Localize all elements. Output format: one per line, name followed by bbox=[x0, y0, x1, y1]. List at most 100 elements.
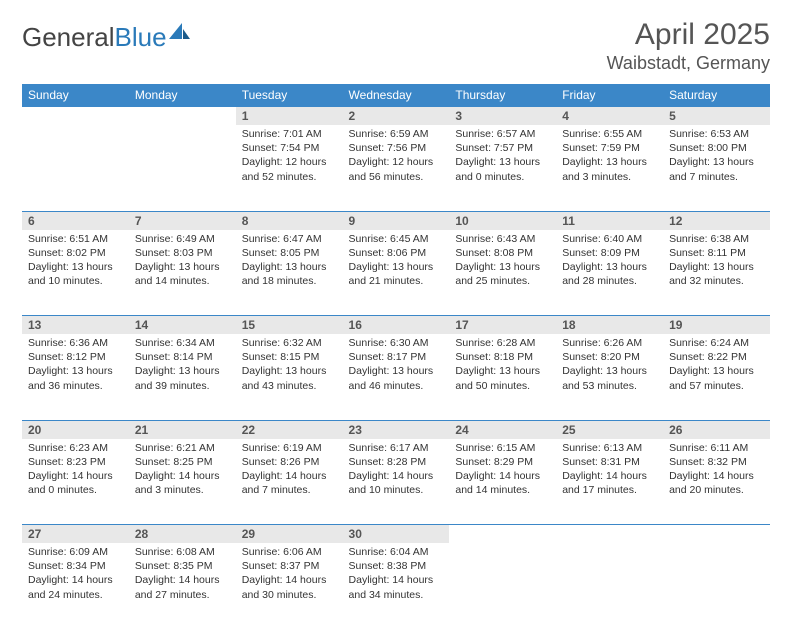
sunrise-text: Sunrise: 6:36 AM bbox=[28, 336, 123, 350]
day-number-cell: 28 bbox=[129, 525, 236, 544]
day-number-cell: 1 bbox=[236, 107, 343, 126]
day-content-cell: Sunrise: 6:32 AMSunset: 8:15 PMDaylight:… bbox=[236, 334, 343, 420]
sunrise-text: Sunrise: 6:06 AM bbox=[242, 545, 337, 559]
day-number-cell: 19 bbox=[663, 316, 770, 335]
weekday-header: Sunday bbox=[22, 84, 129, 107]
daylight-text: Daylight: 13 hours and 25 minutes. bbox=[455, 260, 550, 288]
daylight-text: Daylight: 14 hours and 17 minutes. bbox=[562, 469, 657, 497]
day-content-cell: Sunrise: 6:09 AMSunset: 8:34 PMDaylight:… bbox=[22, 543, 129, 629]
day-content-row: Sunrise: 6:36 AMSunset: 8:12 PMDaylight:… bbox=[22, 334, 770, 420]
day-content-row: Sunrise: 7:01 AMSunset: 7:54 PMDaylight:… bbox=[22, 125, 770, 211]
day-number: 8 bbox=[242, 214, 249, 228]
daylight-text: Daylight: 13 hours and 10 minutes. bbox=[28, 260, 123, 288]
daylight-text: Daylight: 13 hours and 46 minutes. bbox=[349, 364, 444, 392]
day-number: 24 bbox=[455, 423, 468, 437]
sunrise-text: Sunrise: 6:17 AM bbox=[349, 441, 444, 455]
title-block: April 2025 Waibstadt, Germany bbox=[607, 18, 770, 74]
day-number: 29 bbox=[242, 527, 255, 541]
sunset-text: Sunset: 8:15 PM bbox=[242, 350, 337, 364]
day-number-cell: 21 bbox=[129, 420, 236, 439]
daylight-text: Daylight: 14 hours and 0 minutes. bbox=[28, 469, 123, 497]
day-content-cell: Sunrise: 6:51 AMSunset: 8:02 PMDaylight:… bbox=[22, 230, 129, 316]
day-number-cell: 13 bbox=[22, 316, 129, 335]
daylight-text: Daylight: 13 hours and 21 minutes. bbox=[349, 260, 444, 288]
day-content-cell: Sunrise: 6:55 AMSunset: 7:59 PMDaylight:… bbox=[556, 125, 663, 211]
sunset-text: Sunset: 8:20 PM bbox=[562, 350, 657, 364]
day-number-cell bbox=[449, 525, 556, 544]
sunset-text: Sunset: 8:05 PM bbox=[242, 246, 337, 260]
day-number-cell bbox=[129, 107, 236, 126]
day-number-cell bbox=[663, 525, 770, 544]
day-number: 19 bbox=[669, 318, 682, 332]
sunrise-text: Sunrise: 6:23 AM bbox=[28, 441, 123, 455]
day-number: 20 bbox=[28, 423, 41, 437]
day-number-cell: 11 bbox=[556, 211, 663, 230]
day-number: 7 bbox=[135, 214, 142, 228]
calendar-body: 12345Sunrise: 7:01 AMSunset: 7:54 PMDayl… bbox=[22, 107, 770, 629]
day-content-cell: Sunrise: 6:59 AMSunset: 7:56 PMDaylight:… bbox=[343, 125, 450, 211]
daylight-text: Daylight: 14 hours and 27 minutes. bbox=[135, 573, 230, 601]
sunrise-text: Sunrise: 6:26 AM bbox=[562, 336, 657, 350]
day-number-cell: 29 bbox=[236, 525, 343, 544]
day-number: 26 bbox=[669, 423, 682, 437]
day-content-cell: Sunrise: 6:04 AMSunset: 8:38 PMDaylight:… bbox=[343, 543, 450, 629]
day-number-cell: 6 bbox=[22, 211, 129, 230]
day-number: 11 bbox=[562, 214, 575, 228]
sunrise-text: Sunrise: 6:13 AM bbox=[562, 441, 657, 455]
day-content-cell: Sunrise: 6:53 AMSunset: 8:00 PMDaylight:… bbox=[663, 125, 770, 211]
sunrise-text: Sunrise: 6:28 AM bbox=[455, 336, 550, 350]
day-number-cell: 24 bbox=[449, 420, 556, 439]
day-number-cell: 27 bbox=[22, 525, 129, 544]
day-number: 6 bbox=[28, 214, 35, 228]
sunrise-text: Sunrise: 6:04 AM bbox=[349, 545, 444, 559]
day-number-cell: 14 bbox=[129, 316, 236, 335]
logo-sail-icon bbox=[169, 16, 191, 47]
day-content-cell bbox=[663, 543, 770, 629]
sunset-text: Sunset: 8:18 PM bbox=[455, 350, 550, 364]
daylight-text: Daylight: 12 hours and 52 minutes. bbox=[242, 155, 337, 183]
weekday-header-row: Sunday Monday Tuesday Wednesday Thursday… bbox=[22, 84, 770, 107]
sunrise-text: Sunrise: 6:15 AM bbox=[455, 441, 550, 455]
day-number-cell: 4 bbox=[556, 107, 663, 126]
day-number: 25 bbox=[562, 423, 575, 437]
day-content-cell: Sunrise: 6:15 AMSunset: 8:29 PMDaylight:… bbox=[449, 439, 556, 525]
day-number: 16 bbox=[349, 318, 362, 332]
weekday-header: Thursday bbox=[449, 84, 556, 107]
day-number: 9 bbox=[349, 214, 356, 228]
day-number: 30 bbox=[349, 527, 362, 541]
day-number-cell: 16 bbox=[343, 316, 450, 335]
day-content-cell bbox=[556, 543, 663, 629]
day-content-cell: Sunrise: 6:34 AMSunset: 8:14 PMDaylight:… bbox=[129, 334, 236, 420]
sunset-text: Sunset: 7:57 PM bbox=[455, 141, 550, 155]
daylight-text: Daylight: 13 hours and 3 minutes. bbox=[562, 155, 657, 183]
sunrise-text: Sunrise: 6:19 AM bbox=[242, 441, 337, 455]
sunrise-text: Sunrise: 6:40 AM bbox=[562, 232, 657, 246]
day-content-cell: Sunrise: 6:28 AMSunset: 8:18 PMDaylight:… bbox=[449, 334, 556, 420]
daylight-text: Daylight: 13 hours and 43 minutes. bbox=[242, 364, 337, 392]
day-number-cell: 18 bbox=[556, 316, 663, 335]
day-number-cell bbox=[556, 525, 663, 544]
daylight-text: Daylight: 13 hours and 0 minutes. bbox=[455, 155, 550, 183]
day-content-cell: Sunrise: 6:06 AMSunset: 8:37 PMDaylight:… bbox=[236, 543, 343, 629]
day-content-row: Sunrise: 6:09 AMSunset: 8:34 PMDaylight:… bbox=[22, 543, 770, 629]
sunset-text: Sunset: 8:29 PM bbox=[455, 455, 550, 469]
day-number-cell: 15 bbox=[236, 316, 343, 335]
day-number-row: 20212223242526 bbox=[22, 420, 770, 439]
sunrise-text: Sunrise: 6:57 AM bbox=[455, 127, 550, 141]
sunrise-text: Sunrise: 6:55 AM bbox=[562, 127, 657, 141]
day-number: 2 bbox=[349, 109, 356, 123]
day-number: 12 bbox=[669, 214, 682, 228]
daylight-text: Daylight: 14 hours and 3 minutes. bbox=[135, 469, 230, 497]
day-number-cell: 30 bbox=[343, 525, 450, 544]
day-number-cell: 8 bbox=[236, 211, 343, 230]
day-content-cell: Sunrise: 6:38 AMSunset: 8:11 PMDaylight:… bbox=[663, 230, 770, 316]
day-content-cell: Sunrise: 6:19 AMSunset: 8:26 PMDaylight:… bbox=[236, 439, 343, 525]
day-number: 21 bbox=[135, 423, 148, 437]
sunset-text: Sunset: 8:23 PM bbox=[28, 455, 123, 469]
day-number-cell: 7 bbox=[129, 211, 236, 230]
daylight-text: Daylight: 14 hours and 14 minutes. bbox=[455, 469, 550, 497]
day-number-cell: 25 bbox=[556, 420, 663, 439]
location: Waibstadt, Germany bbox=[607, 53, 770, 74]
day-number-cell: 17 bbox=[449, 316, 556, 335]
sunset-text: Sunset: 8:14 PM bbox=[135, 350, 230, 364]
